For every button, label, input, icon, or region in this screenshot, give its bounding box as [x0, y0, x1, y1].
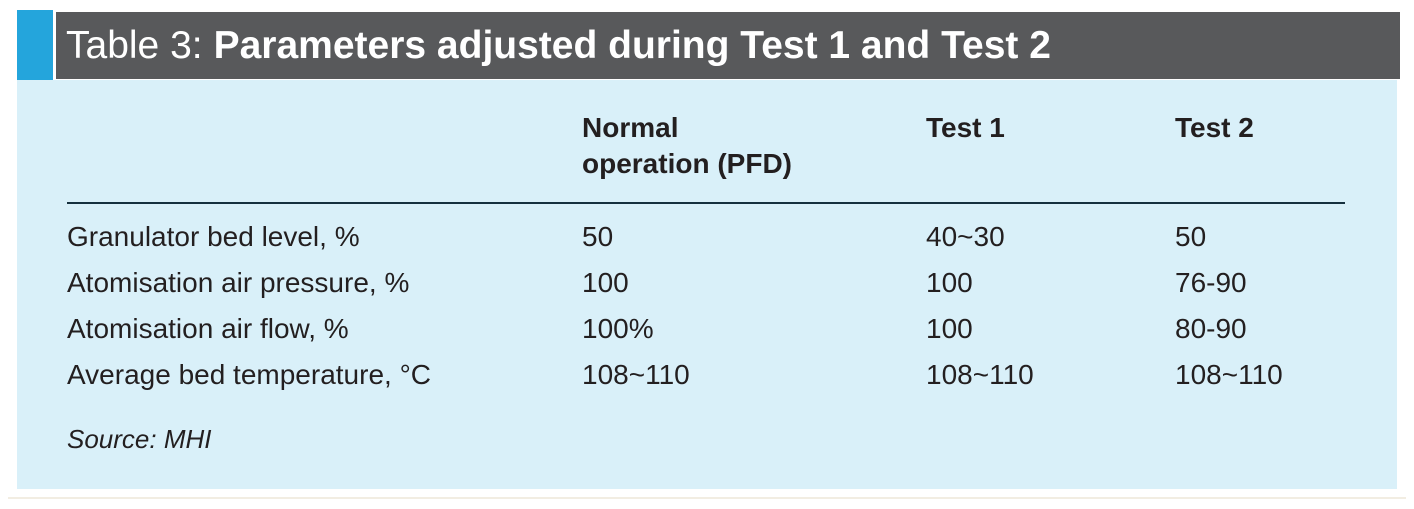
table-row: Atomisation air flow, % 100% 100 80-90 [67, 306, 1345, 352]
col-header-normal-operation: Normal operation (PFD) [582, 80, 926, 204]
value-test-1: 100 [926, 267, 973, 298]
parameters-table: Normal operation (PFD) Test 1 Test 2 Gra… [67, 80, 1345, 398]
accent-square [17, 10, 53, 80]
value-normal-operation: 100 [582, 267, 629, 298]
table-row: Granulator bed level, % 50 40~30 50 [67, 203, 1345, 260]
table-title-bar: Table 3: Parameters adjusted during Test… [56, 12, 1400, 79]
value-test-2: 108~110 [1175, 359, 1283, 390]
table-number-label: Table 3: [66, 23, 203, 67]
table-row: Average bed temperature, °C 108~110 108~… [67, 352, 1345, 398]
source-attribution: Source: MHI [67, 424, 212, 454]
table-panel: Normal operation (PFD) Test 1 Test 2 Gra… [17, 80, 1397, 489]
value-test-2: 76-90 [1175, 267, 1247, 298]
table-row: Atomisation air pressure, % 100 100 76-9… [67, 260, 1345, 306]
page-bottom-divider [8, 497, 1406, 499]
row-label: Atomisation air pressure, % [67, 267, 410, 298]
row-label: Atomisation air flow, % [67, 313, 349, 344]
value-test-1: 108~110 [926, 359, 1034, 390]
value-normal-operation: 100% [582, 313, 654, 344]
value-test-1: 100 [926, 313, 973, 344]
value-normal-operation: 50 [582, 221, 614, 252]
header-row: Normal operation (PFD) Test 1 Test 2 [67, 80, 1345, 204]
col-header-test-1: Test 1 [926, 80, 1175, 204]
value-normal-operation: 108~110 [582, 359, 690, 390]
col-header-parameter [67, 80, 582, 204]
table-title-text: Parameters adjusted during Test 1 and Te… [213, 23, 1051, 67]
value-test-2: 80-90 [1175, 313, 1247, 344]
value-test-2: 50 [1175, 221, 1207, 252]
row-label: Average bed temperature, °C [67, 359, 431, 390]
value-test-1: 40~30 [926, 221, 1005, 252]
row-label: Granulator bed level, % [67, 221, 360, 252]
col-header-test-2: Test 2 [1175, 80, 1345, 204]
